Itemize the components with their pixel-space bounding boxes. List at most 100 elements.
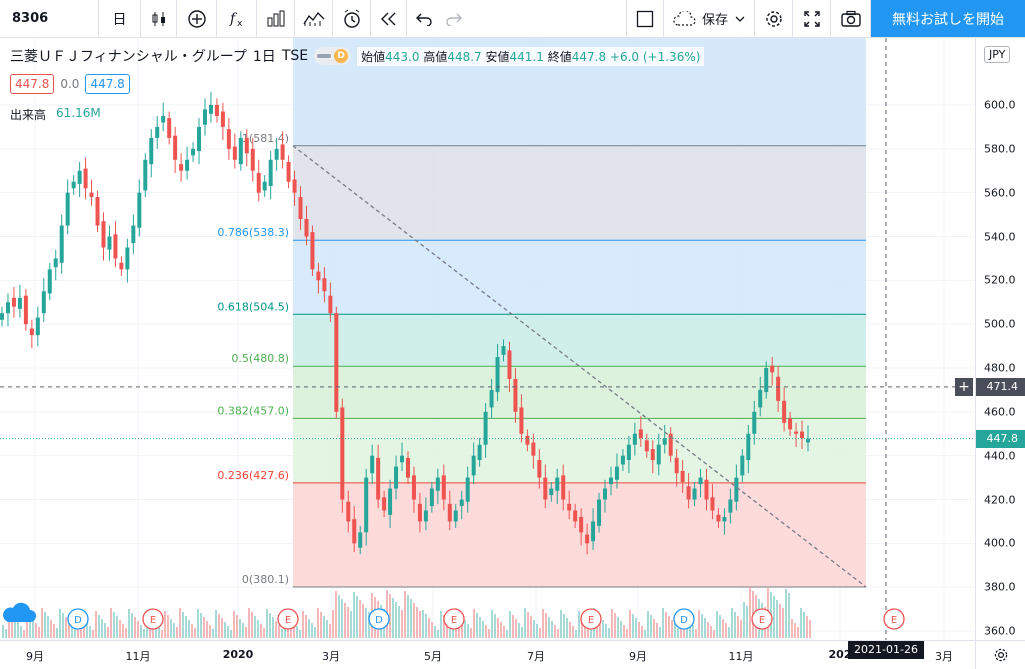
candle-body bbox=[53, 258, 58, 268]
candle-body bbox=[692, 488, 697, 500]
volume-bar bbox=[104, 623, 106, 638]
add-indicator-icon[interactable] bbox=[177, 0, 217, 37]
candle-body bbox=[710, 497, 715, 511]
candle-body bbox=[280, 144, 285, 160]
volume-bar bbox=[362, 604, 364, 638]
volume-bar bbox=[83, 618, 85, 638]
candle-body bbox=[519, 407, 524, 434]
interval-button[interactable]: 日 bbox=[99, 0, 141, 37]
currency-badge[interactable]: JPY bbox=[984, 46, 1011, 63]
volume-bar bbox=[401, 610, 403, 638]
volume-bar bbox=[611, 609, 613, 638]
volume-bar bbox=[344, 603, 346, 638]
candle-body bbox=[382, 497, 387, 511]
volume-bar bbox=[806, 616, 808, 638]
volume-value: 61.16M bbox=[56, 106, 101, 120]
price-axis[interactable]: JPY 600.0 580.0 560.0 540.0 520.0 500.0 480.0 4… bbox=[975, 38, 1025, 640]
camera-icon[interactable] bbox=[831, 0, 871, 37]
buy-price[interactable]: 447.8 bbox=[85, 74, 130, 94]
gear-icon[interactable] bbox=[755, 0, 793, 37]
candle-body bbox=[370, 455, 375, 474]
save-button[interactable]: 保存 bbox=[664, 0, 755, 37]
volume-bar bbox=[29, 615, 31, 638]
volume-bar bbox=[188, 620, 190, 638]
volume-bar bbox=[605, 624, 607, 638]
volume-bar bbox=[482, 621, 484, 638]
volume-bar bbox=[452, 627, 454, 638]
volume-bar bbox=[461, 616, 463, 638]
volume-bar bbox=[614, 613, 616, 638]
candle-body bbox=[674, 457, 679, 474]
change-value: +6.0 (+1.36%) bbox=[609, 49, 701, 64]
volume-bar bbox=[464, 620, 466, 638]
legend-interval: 1日 bbox=[252, 49, 276, 65]
candle-body bbox=[226, 129, 231, 149]
volume-bar bbox=[242, 623, 244, 638]
event-circle bbox=[883, 608, 905, 630]
undo-icon[interactable] bbox=[407, 0, 439, 37]
volume-bar bbox=[437, 630, 439, 638]
volume-bar bbox=[653, 619, 655, 638]
volume-bar bbox=[107, 627, 109, 638]
spread: 0.0 bbox=[60, 77, 80, 91]
volume-bar bbox=[650, 615, 652, 638]
candle-body bbox=[364, 477, 369, 533]
volume-bar bbox=[620, 621, 622, 638]
volume-bar bbox=[515, 619, 517, 638]
symbol-search[interactable]: 8306 bbox=[0, 0, 99, 37]
candle-body bbox=[59, 225, 64, 263]
volume-bar bbox=[125, 628, 127, 638]
volume-bar bbox=[200, 613, 202, 638]
layout-icon[interactable] bbox=[625, 0, 664, 37]
volume-bar bbox=[509, 611, 511, 638]
volume-bar bbox=[440, 611, 442, 638]
compare-icon[interactable] bbox=[295, 0, 333, 37]
chart-canvas[interactable]: 1(581.4) 0.786(538.3) 0.618(504.5) 0.5(480.… bbox=[0, 38, 975, 640]
candle-body bbox=[698, 477, 703, 485]
candle-body bbox=[376, 457, 381, 500]
volume-bar bbox=[113, 612, 115, 638]
volume-bar bbox=[425, 614, 427, 638]
price-chart[interactable]: 1(581.4) 0.786(538.3) 0.618(504.5) 0.5(480.… bbox=[0, 38, 975, 640]
candle-body bbox=[286, 161, 291, 182]
visibility-toggle[interactable]: D bbox=[314, 47, 352, 65]
volume-bar bbox=[137, 621, 139, 638]
volume-bar bbox=[65, 617, 67, 638]
candle-body bbox=[131, 225, 136, 244]
fullscreen-icon[interactable] bbox=[793, 0, 831, 37]
fib-zone bbox=[293, 314, 866, 367]
volume-bar bbox=[404, 591, 406, 638]
candle-body bbox=[328, 295, 333, 314]
candle-body bbox=[400, 455, 405, 463]
candle-body bbox=[549, 488, 554, 496]
volume-bar bbox=[626, 629, 628, 638]
redo-icon[interactable] bbox=[439, 0, 471, 37]
volume-bar bbox=[269, 613, 271, 638]
candle-body bbox=[101, 221, 106, 248]
price-tick: 360.0 bbox=[984, 624, 1016, 638]
candle-body bbox=[77, 170, 82, 184]
replay-icon[interactable] bbox=[371, 0, 407, 37]
volume-bar bbox=[746, 606, 748, 638]
add-alert-plus-icon[interactable]: + bbox=[955, 377, 973, 396]
alert-clock-icon[interactable] bbox=[333, 0, 371, 37]
axis-settings-icon[interactable] bbox=[975, 640, 1025, 669]
sell-price[interactable]: 447.8 bbox=[10, 74, 55, 94]
start-free-trial-button[interactable]: 無料お試しを開始 bbox=[871, 0, 1025, 37]
candles-icon[interactable] bbox=[141, 0, 177, 37]
price-tick: 400.0 bbox=[984, 536, 1016, 550]
volume-bar bbox=[473, 609, 475, 638]
time-axis[interactable]: 9月 11月 2020 3月 5月 7月 9月 11月 202 3月 2021-01-26 bbox=[0, 640, 975, 669]
volume-bar bbox=[218, 614, 220, 638]
financials-icon[interactable] bbox=[257, 0, 295, 37]
candle-body bbox=[591, 521, 596, 542]
candle-body bbox=[83, 168, 88, 189]
candle-body bbox=[644, 440, 649, 452]
volume-bar bbox=[500, 622, 502, 638]
price-tick: 480.0 bbox=[984, 361, 1016, 375]
candle-body bbox=[465, 477, 470, 502]
candle-body bbox=[501, 346, 506, 355]
candle-body bbox=[0, 313, 4, 320]
volume-bar bbox=[86, 622, 88, 638]
